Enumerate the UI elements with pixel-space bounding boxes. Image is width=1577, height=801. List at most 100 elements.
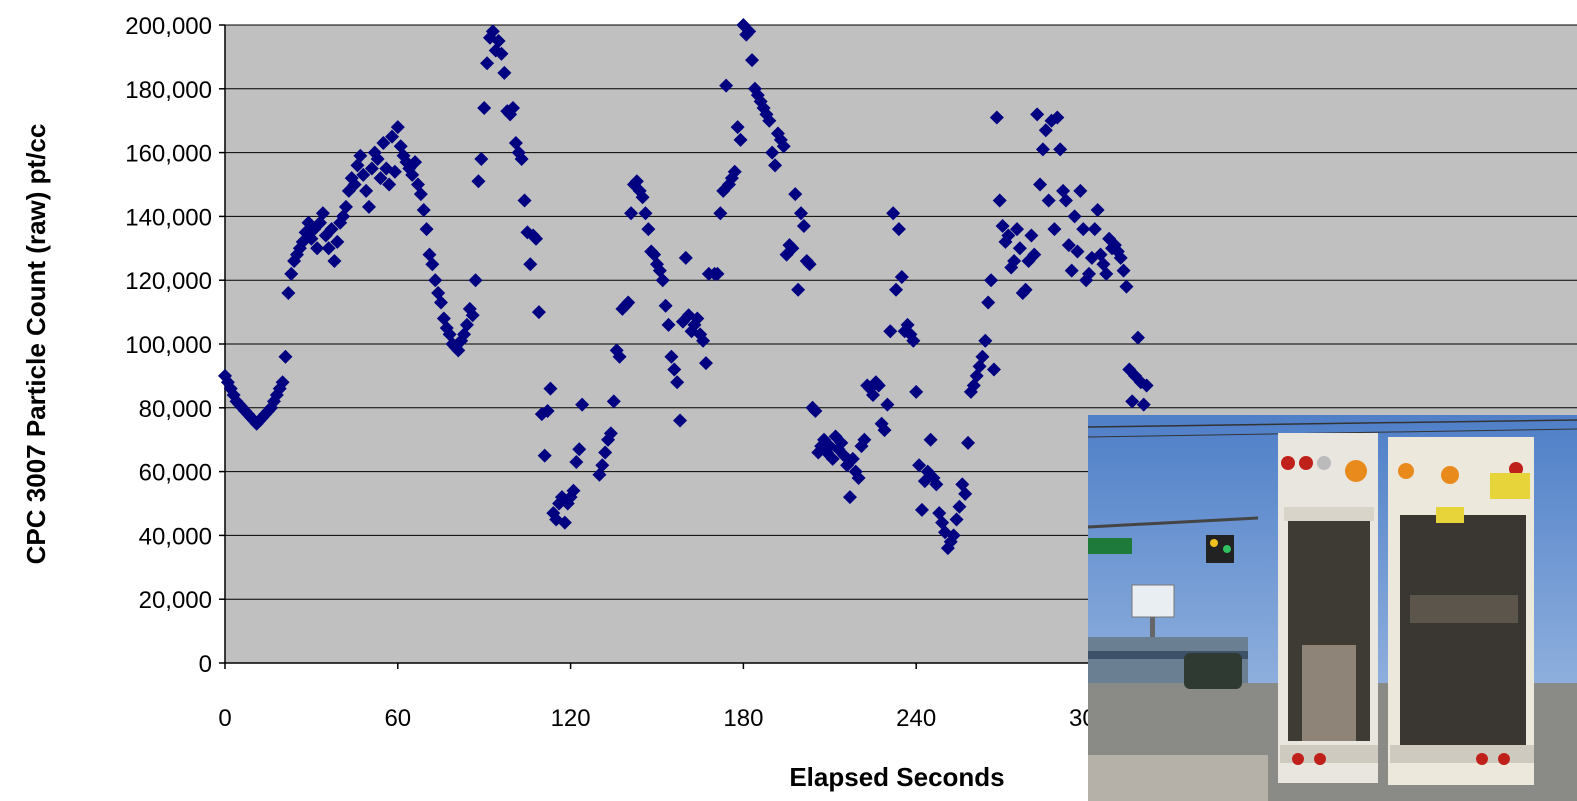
data-point xyxy=(1113,250,1128,265)
data-point xyxy=(347,177,362,192)
data-point xyxy=(791,282,806,297)
data-point xyxy=(857,432,872,447)
data-point xyxy=(912,458,927,473)
data-point xyxy=(658,298,673,313)
y-tick-label: 40,000 xyxy=(139,523,212,550)
photo-illustration xyxy=(1088,415,1577,801)
x-axis-title: Elapsed Seconds xyxy=(789,762,1004,792)
data-point xyxy=(886,206,901,221)
data-point xyxy=(949,512,964,527)
data-point xyxy=(989,110,1004,125)
data-point xyxy=(468,273,483,288)
data-point xyxy=(612,349,627,364)
data-point xyxy=(914,502,929,517)
data-point xyxy=(808,403,823,418)
data-point xyxy=(655,273,670,288)
data-point xyxy=(338,199,353,214)
data-point xyxy=(842,490,857,505)
data-point xyxy=(390,120,405,135)
data-point xyxy=(678,250,693,265)
data-point xyxy=(1067,209,1082,224)
data-point xyxy=(1099,266,1114,281)
data-point xyxy=(719,78,734,93)
data-point xyxy=(1136,397,1151,412)
y-tick-label: 140,000 xyxy=(125,204,212,231)
data-point xyxy=(776,139,791,154)
data-point xyxy=(1010,222,1024,237)
data-point xyxy=(981,295,996,310)
data-point xyxy=(1061,238,1076,253)
data-point xyxy=(364,161,379,176)
y-tick-label: 120,000 xyxy=(125,268,212,295)
y-tick-label: 180,000 xyxy=(125,77,212,104)
y-axis-title: CPC 3007 Particle Count (raw) pt/cc xyxy=(21,124,51,565)
y-tick-label: 160,000 xyxy=(125,141,212,168)
data-point xyxy=(275,375,290,390)
y-tick-label: 200,000 xyxy=(125,13,212,40)
y-tick-label: 60,000 xyxy=(139,460,212,487)
data-point xyxy=(891,222,906,237)
data-point xyxy=(825,451,840,466)
data-point xyxy=(1001,228,1016,243)
data-point xyxy=(906,333,921,348)
data-point xyxy=(543,381,558,396)
data-point xyxy=(696,333,711,348)
x-tick-label: 120 xyxy=(551,705,591,732)
data-point xyxy=(698,356,713,371)
data-point xyxy=(1139,378,1154,393)
data-point xyxy=(978,333,993,348)
data-point xyxy=(713,206,728,221)
data-point xyxy=(514,151,529,166)
data-point xyxy=(952,499,967,514)
data-point xyxy=(370,151,385,166)
data-point xyxy=(278,349,293,364)
data-point xyxy=(606,394,621,409)
data-point xyxy=(598,445,613,460)
data-point xyxy=(638,206,653,221)
data-point xyxy=(745,53,760,68)
data-point xyxy=(1070,244,1085,259)
data-point xyxy=(281,285,296,300)
data-point xyxy=(540,403,555,418)
data-point xyxy=(635,190,650,205)
data-point xyxy=(1038,123,1053,138)
x-tick-label: 0 xyxy=(218,705,231,732)
data-point xyxy=(788,187,803,202)
data-point xyxy=(477,100,492,115)
data-point xyxy=(1035,142,1050,157)
data-point xyxy=(733,132,748,147)
data-point xyxy=(284,266,299,281)
data-point xyxy=(327,254,342,269)
data-point xyxy=(984,273,999,288)
data-point xyxy=(356,167,371,182)
data-point xyxy=(866,388,880,403)
data-point xyxy=(1082,266,1096,281)
data-point xyxy=(491,33,506,48)
y-tick-label: 80,000 xyxy=(139,396,212,423)
data-point xyxy=(1027,247,1042,262)
data-point xyxy=(529,231,544,246)
data-point xyxy=(690,311,705,326)
data-point xyxy=(1041,193,1056,208)
data-point xyxy=(557,515,572,530)
x-tick-label: 240 xyxy=(896,705,936,732)
data-point xyxy=(894,270,909,285)
data-point xyxy=(1116,263,1131,278)
data-point xyxy=(408,155,423,170)
data-point xyxy=(785,241,800,256)
data-point xyxy=(909,384,924,399)
data-point xyxy=(673,413,688,428)
data-point xyxy=(497,65,512,80)
data-point xyxy=(310,241,325,256)
data-points xyxy=(218,18,1154,556)
data-point xyxy=(664,349,679,364)
data-point xyxy=(624,206,639,221)
data-point xyxy=(923,432,938,447)
data-point xyxy=(1030,107,1045,122)
data-point xyxy=(667,362,682,377)
data-point xyxy=(765,145,780,160)
data-point xyxy=(1012,241,1027,256)
data-point xyxy=(416,203,431,218)
data-point xyxy=(465,308,480,323)
